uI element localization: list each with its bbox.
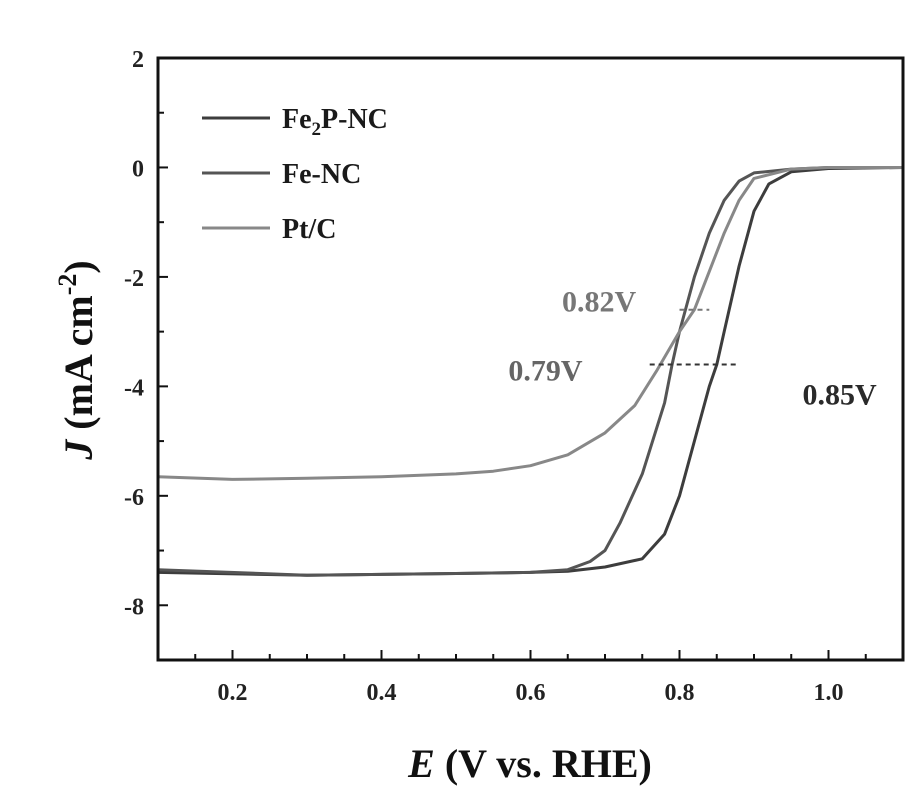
y-tick-label: -2 [124, 266, 144, 292]
plot-area [157, 166, 904, 577]
legend-label: Pt/C [282, 214, 336, 245]
half-wave-potential-label: 0.85V [802, 378, 877, 411]
legend-label-main: Fe [282, 104, 312, 135]
half-wave-potential-label: 0.82V [562, 286, 637, 319]
legend-label-subscript: 2 [312, 119, 322, 140]
x-tick-label: 1.0 [814, 680, 844, 706]
tick-labels: 0.2 0.4 0.6 0.8 1.0 2 0 -2 -4 -6 -8 [124, 47, 844, 706]
legend-label: Fe-NC [282, 159, 361, 190]
half-wave-potential-label: 0.79V [508, 354, 583, 387]
legend-label-main: Pt/C [282, 214, 336, 245]
legend-label-main: Fe-NC [282, 159, 361, 190]
x-axis-title: E (V vs. RHE) [407, 741, 652, 786]
x-tick-label: 0.2 [218, 680, 248, 706]
y-tick-label: -6 [124, 485, 144, 511]
x-tick-label: 0.8 [665, 680, 695, 706]
y-tick-label: 0 [132, 156, 144, 182]
axes [156, 56, 905, 662]
y-tick-label: 2 [132, 47, 144, 73]
series-line-pt-c [157, 166, 903, 481]
y-tick-label: -8 [124, 594, 144, 620]
series-line-fe-nc [157, 166, 903, 577]
y-tick-label: -4 [124, 375, 144, 401]
x-tick-label: 0.6 [516, 680, 546, 706]
legend-label: Fe2P-NC [282, 104, 388, 140]
x-tick-label: 0.4 [367, 680, 397, 706]
annotations: 0.82V 0.79V 0.85V [508, 286, 877, 412]
legend: Fe2P-NC Fe-NC Pt/C [202, 104, 388, 245]
y-axis-title: J (mA cm-2) [53, 260, 101, 460]
legend-label-rest: P-NC [321, 104, 388, 135]
